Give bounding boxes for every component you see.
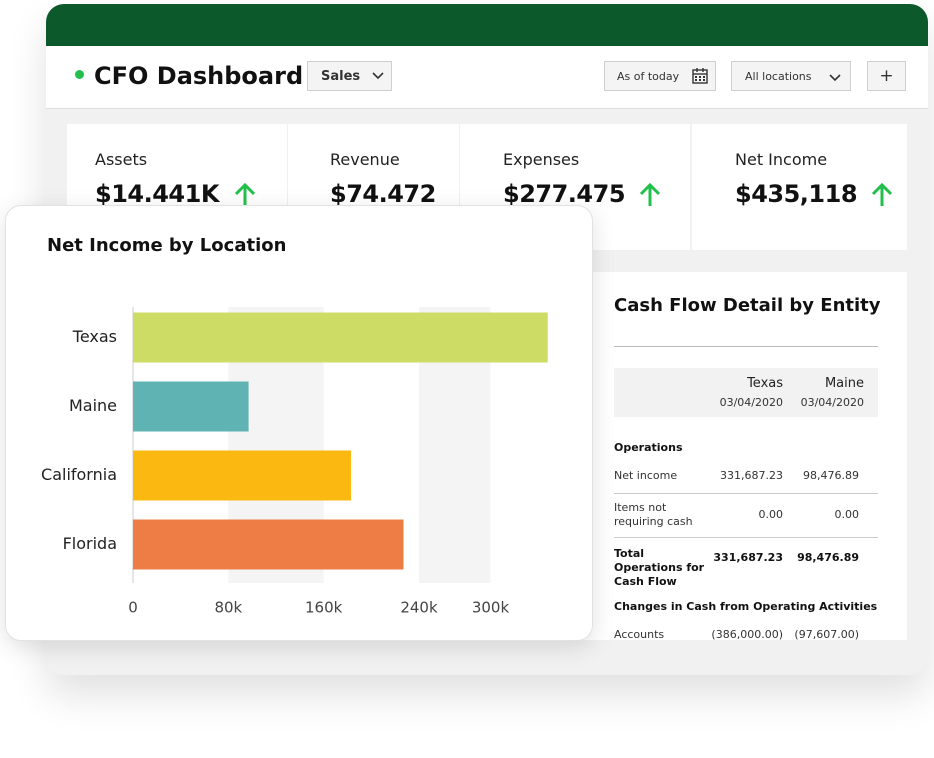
y-tick-label: Texas — [72, 327, 117, 346]
up-arrow — [639, 182, 661, 206]
x-tick-label: 0 — [128, 599, 138, 617]
bar — [133, 519, 404, 570]
cell: 0.00 — [834, 508, 860, 521]
up-arrow — [234, 182, 256, 206]
chart-card: Net Income by Location 0 80k 160k 240k 300k T… — [5, 205, 593, 641]
column-date: 03/04/2020 — [719, 396, 783, 409]
kpi-value: $435,118 — [735, 180, 858, 208]
chevron-icon — [828, 74, 841, 82]
kpi-value: $74.472 — [330, 180, 436, 208]
cell: 98,476.89 — [797, 551, 859, 564]
column-name: Maine — [824, 376, 864, 391]
y-tick-label: Maine — [69, 396, 117, 415]
chevron-icon — [372, 72, 384, 80]
section-heading: Operations — [614, 441, 683, 454]
y-tick-label: Florida — [63, 534, 117, 553]
sales-dropdown[interactable]: Sales — [307, 61, 392, 91]
cell: 98,476.89 — [803, 469, 859, 482]
date-filter[interactable]: As of today — [604, 61, 716, 91]
row-divider — [614, 537, 878, 538]
location-filter-label: All locations — [745, 69, 812, 83]
kpi-card: Net Income $435,118 — [692, 124, 907, 250]
cash-flow-card — [560, 272, 907, 640]
cell: (97,607.00) — [794, 628, 859, 641]
card-mask — [560, 640, 907, 670]
cash-flow-title: Cash Flow Detail by Entity — [614, 295, 881, 316]
x-tick-label: 80k — [214, 599, 242, 617]
kpi-value: $277.475 — [503, 180, 626, 208]
bar — [133, 312, 548, 363]
chart-title: Net Income by Location — [47, 235, 286, 256]
cell: (386,000.00) — [711, 628, 783, 641]
status-dot — [75, 70, 84, 79]
kpi-label: Expenses — [503, 150, 580, 169]
dashboard-title: CFO Dashboard — [94, 62, 304, 90]
cell: 331,687.23 — [713, 551, 783, 564]
cell: 0.00 — [758, 508, 784, 521]
chart: Net Income by Location 0 80k 160k 240k 300k T… — [41, 235, 548, 617]
table-header — [614, 368, 878, 417]
row-label: Accounts — [614, 628, 665, 641]
x-tick-label: 300k — [472, 599, 510, 617]
up-arrow — [871, 182, 893, 206]
kpi-label: Assets — [95, 150, 148, 169]
divider — [614, 346, 878, 347]
section-heading: Changes in Cash from Operating Activitie… — [614, 600, 878, 613]
y-tick-label: California — [41, 465, 117, 484]
cell: 331,687.23 — [720, 469, 783, 482]
kpi-value: $14.441K — [95, 180, 219, 208]
location-filter[interactable]: All locations — [731, 61, 851, 91]
bar — [133, 450, 352, 501]
x-tick-label: 240k — [400, 599, 438, 617]
date-filter-label: As of today — [617, 69, 680, 83]
row-divider — [614, 493, 878, 494]
add-button[interactable]: + — [867, 61, 906, 91]
kpi-label: Net Income — [735, 150, 828, 169]
header-bar — [46, 4, 928, 46]
dropdown-label: Sales — [321, 68, 361, 84]
column-date: 03/04/2020 — [800, 396, 864, 409]
column-name: Texas — [747, 376, 783, 391]
row-label: Net income — [614, 469, 678, 482]
bar — [133, 381, 249, 432]
calendar-icon — [692, 68, 708, 84]
row-label: Items not requiring cash — [614, 501, 693, 528]
row-label: Total Operations for Cash Flow — [614, 547, 705, 588]
x-tick-label: 160k — [305, 599, 343, 617]
kpi-label: Revenue — [330, 150, 400, 169]
